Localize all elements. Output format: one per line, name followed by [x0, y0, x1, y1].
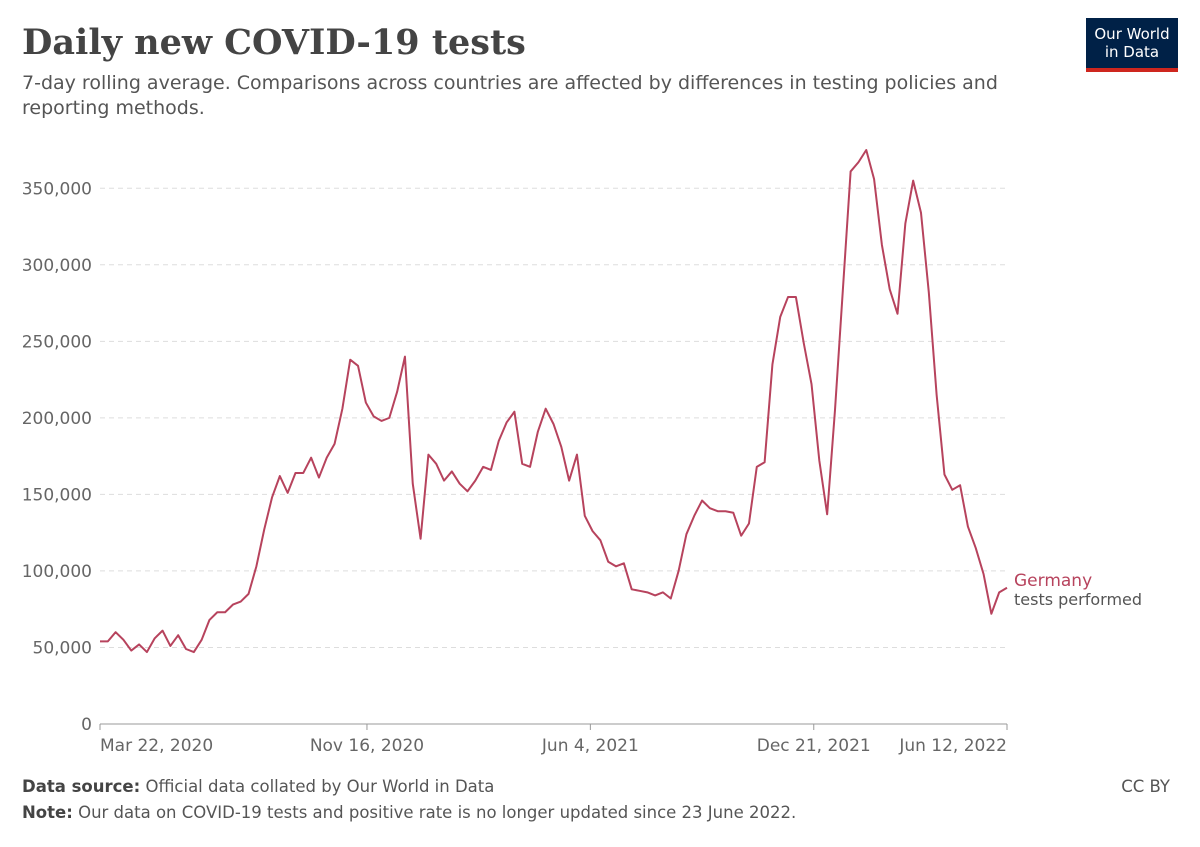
y-tick-label: 50,000	[33, 638, 92, 658]
y-tick-label: 350,000	[22, 179, 92, 199]
note-label: Note:	[22, 803, 73, 822]
note: Note: Our data on COVID-19 tests and pos…	[22, 803, 796, 822]
logo[interactable]: Our World in Data	[1086, 18, 1178, 72]
x-tick-label: Dec 21, 2021	[757, 736, 871, 756]
y-tick-label: 200,000	[22, 409, 92, 429]
y-tick-label: 150,000	[22, 485, 92, 505]
y-tick-label: 100,000	[22, 562, 92, 582]
chart-title: Daily new COVID-19 tests	[22, 22, 526, 63]
x-tick-label: Jun 12, 2022	[898, 736, 1007, 756]
series-label: Germany	[1014, 571, 1092, 591]
y-tick-label: 300,000	[22, 256, 92, 276]
x-tick-label: Jun 4, 2021	[541, 736, 639, 756]
source: Data source: Official data collated by O…	[22, 777, 494, 796]
series-sublabel: tests performed	[1014, 590, 1142, 609]
chart-subtitle: 7-day rolling average. Comparisons acros…	[22, 72, 998, 119]
source-text: Official data collated by Our World in D…	[145, 777, 495, 796]
note-text: Our data on COVID-19 tests and positive …	[78, 803, 797, 822]
source-label: Data source:	[22, 777, 141, 796]
logo-line: Our World	[1094, 25, 1170, 43]
logo-line: in Data	[1104, 43, 1160, 61]
series-line	[100, 149, 1008, 654]
x-tick-label: Nov 16, 2020	[310, 736, 424, 756]
x-tick-label: Mar 22, 2020	[100, 736, 213, 756]
y-tick-label: 250,000	[22, 332, 92, 352]
y-tick-label: 0	[81, 715, 92, 735]
license[interactable]: CC BY	[1121, 777, 1170, 796]
